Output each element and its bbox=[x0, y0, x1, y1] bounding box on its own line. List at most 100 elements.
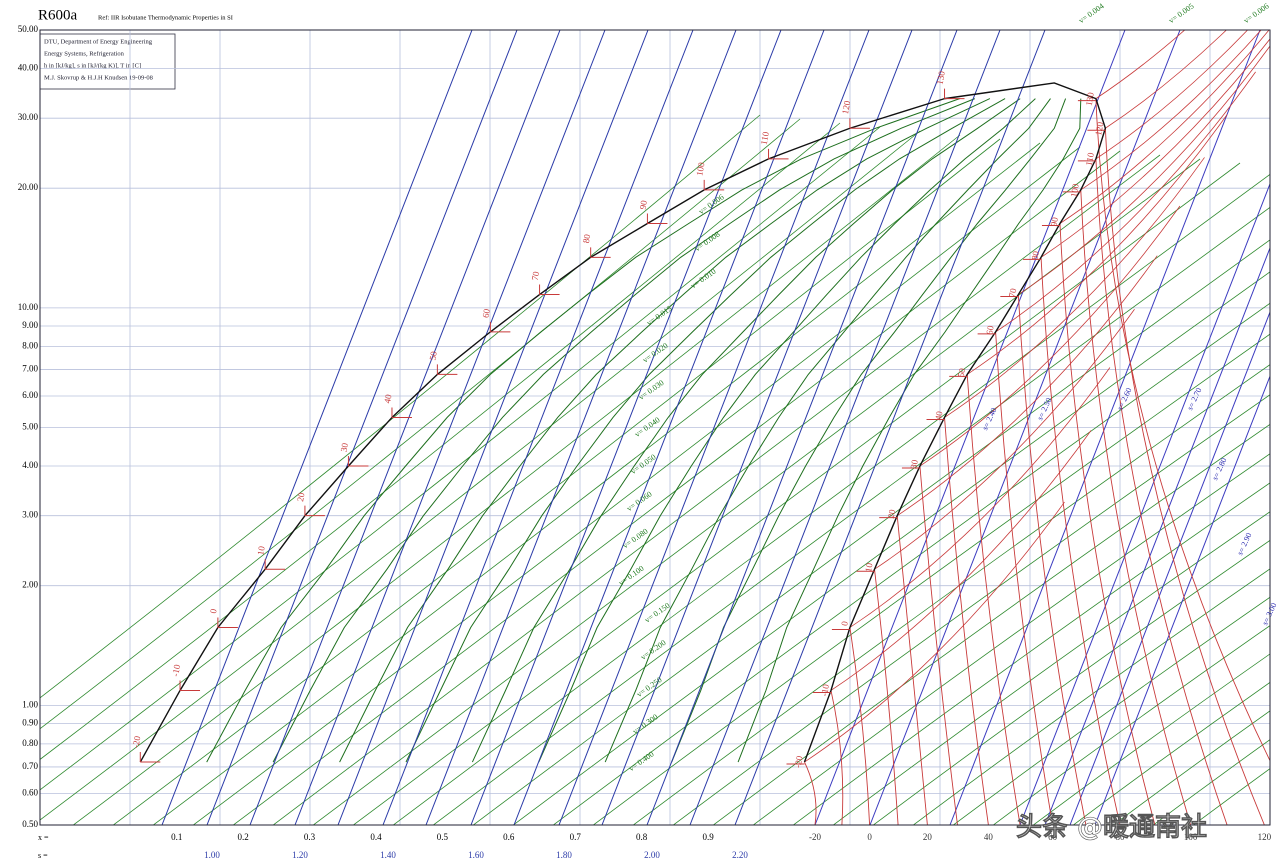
liquid-temperature-label: 90 bbox=[638, 199, 649, 210]
vapor-temperature-label: 20 bbox=[886, 508, 897, 519]
quality-label: 0.1 bbox=[171, 832, 182, 842]
isotherm-line bbox=[1104, 128, 1265, 825]
vapor-temperature-label: 100 bbox=[1069, 182, 1081, 198]
critical-point-link bbox=[944, 82, 1097, 100]
isotherm-line bbox=[804, 501, 1065, 763]
liquid-temperature-tick bbox=[391, 407, 412, 418]
isochore-line bbox=[392, 173, 1270, 825]
quality-line bbox=[471, 98, 1021, 763]
liquid-temperature-tick bbox=[768, 148, 789, 160]
liquid-temperature-label: 70 bbox=[530, 270, 541, 281]
isotherm-line bbox=[1040, 257, 1121, 825]
y-tick-label: 0.80 bbox=[22, 738, 38, 748]
isochore-line bbox=[72, 134, 961, 825]
isochore-line bbox=[672, 394, 1270, 825]
isotherm-line bbox=[1018, 45, 1270, 295]
superheat-isentrope bbox=[1044, 246, 1270, 825]
isotherm-line bbox=[1095, 158, 1228, 825]
isentrope-line bbox=[382, 30, 694, 825]
isochore-line bbox=[1032, 653, 1270, 825]
vapor-temperature-label: -20 bbox=[793, 755, 805, 769]
superheat-isentrope bbox=[1094, 374, 1270, 825]
isentrope-line bbox=[558, 30, 870, 825]
liquid-temperature-tick bbox=[436, 364, 458, 375]
isentrope-line bbox=[249, 30, 561, 825]
isochore-line bbox=[40, 118, 801, 730]
watermark: 头条 @暖通南社 bbox=[1016, 812, 1207, 843]
liquid-temperature-label: 20 bbox=[295, 491, 306, 502]
quality-line bbox=[604, 98, 1051, 763]
isotherm-line bbox=[1040, 38, 1270, 258]
bottom-temperature-label: 40 bbox=[984, 832, 994, 842]
isochore-line bbox=[952, 596, 1270, 825]
quality-line bbox=[339, 98, 991, 763]
isochore-line bbox=[40, 126, 881, 791]
quality-label: 0.5 bbox=[437, 832, 449, 842]
isentrope-line bbox=[689, 30, 1001, 825]
isochore-line bbox=[40, 130, 921, 821]
saturated-vapor-line bbox=[803, 98, 1107, 763]
info-line: Energy Systems, Refrigeration bbox=[44, 50, 125, 57]
quality-label: 0.7 bbox=[570, 832, 582, 842]
entropy-label: 2.00 bbox=[644, 850, 660, 860]
y-tick-label: 10.00 bbox=[18, 302, 39, 312]
info-line: h in [kJ/kg], s in [kJ/(kg K)], T in [C] bbox=[44, 62, 141, 69]
isotherm-line bbox=[830, 430, 1092, 691]
bottom-temperature-label: 120 bbox=[1258, 832, 1272, 842]
quality-line bbox=[671, 98, 1067, 763]
bottom-temperature-label: 100 bbox=[1184, 832, 1198, 842]
quality-line bbox=[206, 98, 960, 763]
y-tick-label: 0.50 bbox=[22, 819, 38, 829]
isentrope-line bbox=[206, 30, 518, 825]
liquid-temperature-tick bbox=[646, 213, 668, 224]
isotherm-line bbox=[944, 157, 1205, 418]
vapor-temperature-label: 30 bbox=[909, 458, 920, 469]
isochore-line bbox=[1152, 739, 1270, 825]
liquid-temperature-label: -20 bbox=[130, 735, 142, 749]
y-tick-label: 4.00 bbox=[22, 460, 38, 470]
isotherm-line bbox=[849, 627, 871, 825]
plot-frame bbox=[39, 29, 1271, 826]
entropy-axis-label: s = bbox=[38, 851, 48, 860]
liquid-temperature-label: 130 bbox=[935, 70, 947, 86]
liquid-temperature-tick bbox=[139, 752, 161, 763]
vapor-temperature-label: 80 bbox=[1030, 250, 1041, 261]
isochore-line bbox=[912, 568, 1270, 825]
vapor-temperature-label: 90 bbox=[1049, 216, 1060, 227]
isochore-line bbox=[1112, 710, 1270, 825]
y-tick-label: 2.00 bbox=[22, 580, 38, 590]
y-tick-label: 30.00 bbox=[18, 112, 39, 122]
chart-title: R600a bbox=[38, 7, 78, 23]
superheat-isentrope bbox=[869, 30, 1181, 825]
quality-line bbox=[405, 98, 1006, 763]
isentrope-line bbox=[513, 30, 825, 825]
isochore-line bbox=[192, 146, 1081, 825]
liquid-temperature-tick bbox=[347, 456, 369, 467]
isotherm-line bbox=[1059, 30, 1270, 224]
isentrope-line bbox=[337, 30, 649, 825]
superheat-isentrope bbox=[949, 30, 1261, 825]
liquid-temperature-label: 0 bbox=[208, 608, 219, 615]
isotherm-line bbox=[804, 761, 817, 825]
quality-axis-label: x = bbox=[38, 833, 49, 842]
vapor-temperature-label: 60 bbox=[984, 324, 995, 335]
liquid-temperature-tick bbox=[264, 559, 286, 570]
isochore-line bbox=[1072, 681, 1270, 825]
isotherm-line bbox=[1095, 98, 1270, 762]
liquid-temperature-tick bbox=[703, 179, 725, 191]
isotherm-line bbox=[830, 690, 844, 825]
vapor-temperature-label: 120 bbox=[1093, 121, 1105, 137]
isentrope-line bbox=[470, 30, 782, 825]
vapor-temperature-label: 110 bbox=[1084, 151, 1096, 166]
liquid-temperature-tick bbox=[489, 321, 511, 333]
liquid-temperature-label: 80 bbox=[581, 233, 592, 244]
bottom-temperature-label: 20 bbox=[923, 832, 933, 842]
isotherm-line bbox=[967, 114, 1228, 375]
vapor-temperature-label: 40 bbox=[933, 410, 944, 421]
liquid-temperature-tick bbox=[590, 247, 611, 258]
quality-line bbox=[737, 98, 1082, 763]
entropy-label: 1.80 bbox=[556, 850, 572, 860]
info-line: M.J. Skovrup & H.J.H Knudsen 19-09-08 bbox=[44, 74, 153, 81]
vapor-temperature-label: 10 bbox=[863, 562, 874, 573]
